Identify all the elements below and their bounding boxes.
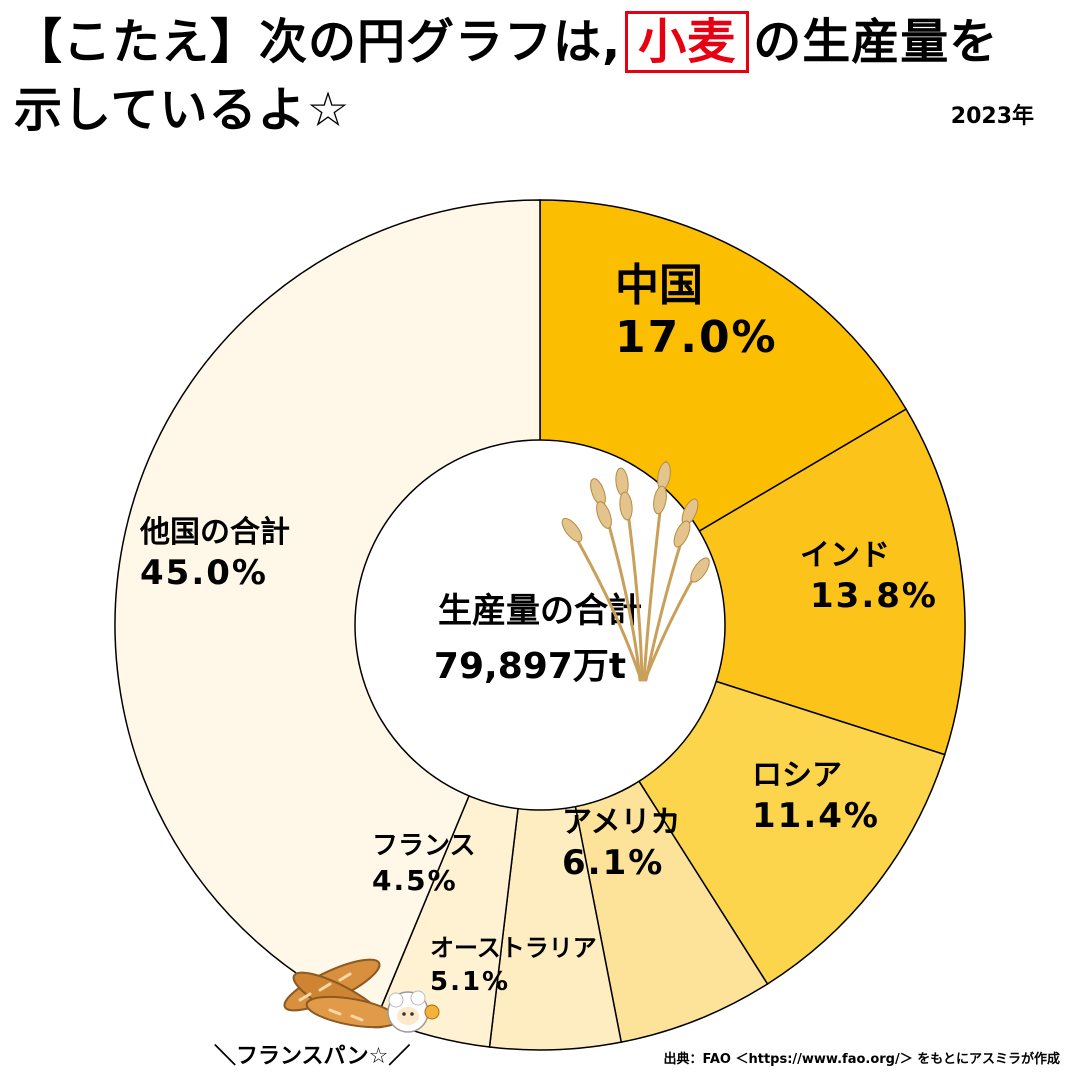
- slice-value-label: 11.4%: [752, 796, 880, 836]
- slice-label: フランス: [372, 831, 475, 861]
- wheat-icon: [561, 460, 710, 682]
- slice-label: インド: [800, 538, 890, 573]
- pie-slice: [114, 199, 541, 1019]
- center-label: 生産量の合計: [438, 591, 642, 631]
- slice-label: ロシア: [752, 758, 842, 793]
- slice-value-label: 13.8%: [810, 576, 938, 616]
- baguette-icon: [283, 958, 399, 1029]
- source-note: 出典：FAO ＜https://www.fao.org/＞ をもとにアスミラが作…: [663, 1052, 1060, 1067]
- center-value: 79,897万t: [434, 646, 626, 687]
- title-line2: 示しているよ☆: [14, 82, 351, 138]
- slice-value-label: 45.0%: [140, 553, 268, 593]
- year-label: 2023年: [950, 104, 1034, 129]
- slice-value-label: 4.5%: [372, 864, 458, 897]
- donut-hole: [354, 439, 726, 811]
- slice-value-label: 17.0%: [615, 312, 778, 363]
- sheep-icon: [387, 990, 440, 1033]
- slice-label: 中国: [615, 260, 703, 311]
- slice-label: 他国の合計: [139, 515, 290, 550]
- title-highlight: 小麦: [625, 11, 750, 73]
- pie-slice: [538, 408, 966, 756]
- slice-label: オーストラリア: [430, 934, 597, 962]
- title-prefix: 【こたえ】次の円グラフは,: [14, 14, 622, 70]
- page-title: 【こたえ】次の円グラフは, 小麦 の生産量を 示しているよ☆: [14, 8, 1064, 144]
- illustration-caption: ＼フランスパン☆／: [214, 1044, 411, 1069]
- slice-value-label: 6.1%: [562, 843, 664, 883]
- slice-label: アメリカ: [562, 805, 681, 840]
- slice-value-label: 5.1%: [430, 967, 510, 997]
- title-suffix: の生産量を: [753, 14, 999, 70]
